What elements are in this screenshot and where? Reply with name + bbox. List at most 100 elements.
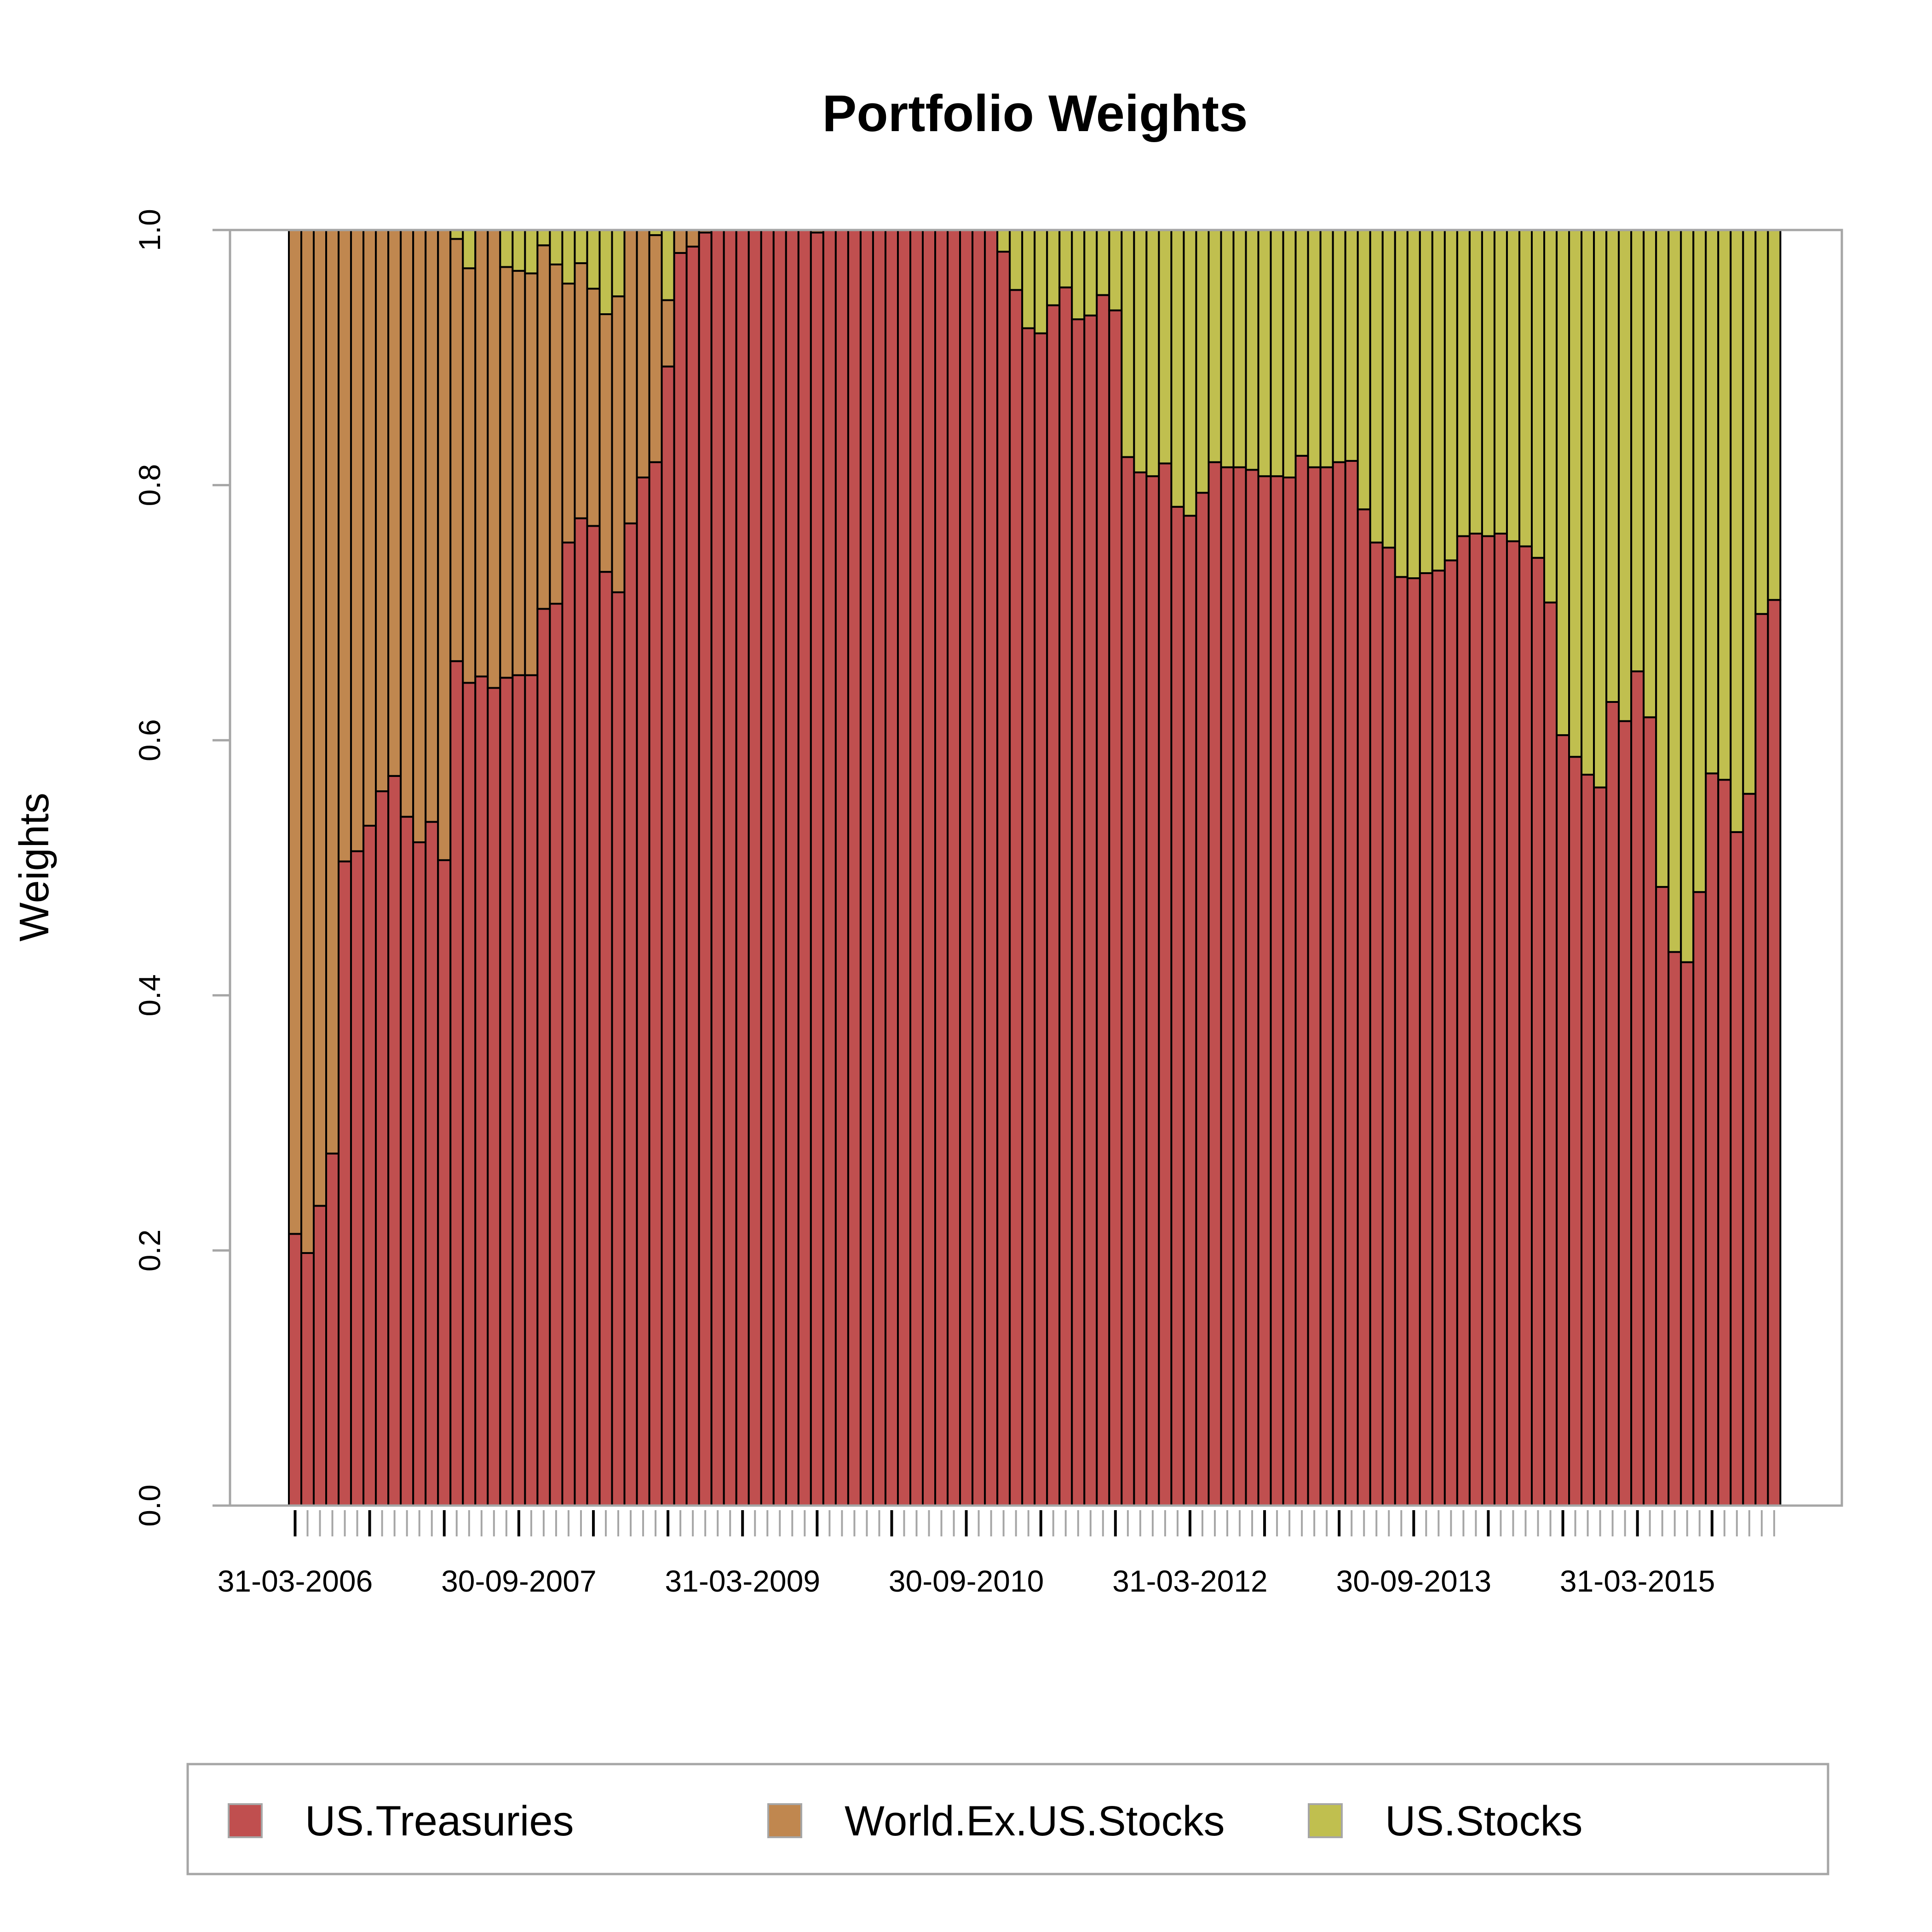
legend-label-us-treasuries: US.Treasuries: [305, 1798, 574, 1845]
bar-segment-us-stocks: [1208, 229, 1222, 463]
bar-segment-world-ex-us-stocks: [387, 229, 402, 777]
bar-segment-us-treasuries: [785, 229, 799, 1506]
bar-segment-world-ex-us-stocks: [449, 238, 464, 662]
bar-segment-us-stocks: [1767, 229, 1782, 601]
bar-segment-us-treasuries: [772, 229, 787, 1506]
x-axis: 31-03-2006 30-09-2007 31-03-2009 30-09-2010…: [218, 1510, 1775, 1598]
bar-segment-us-treasuries: [797, 229, 812, 1506]
bar-segment-us-treasuries: [1531, 557, 1546, 1507]
bar-segment-us-stocks: [1009, 229, 1024, 291]
bar-segment-us-treasuries: [512, 674, 526, 1506]
bar-segment-us-treasuries: [499, 677, 514, 1506]
bar-segment-world-ex-us-stocks: [362, 229, 377, 827]
x-tick-label: 31-03-2009: [665, 1564, 820, 1598]
bar-segment-us-treasuries: [673, 252, 688, 1506]
bar-segment-us-treasuries: [1443, 559, 1458, 1506]
bar-segment-us-stocks: [1643, 229, 1657, 719]
bar-segment-us-stocks: [499, 229, 514, 268]
bar-segment-us-treasuries: [710, 229, 725, 1506]
bar-segment-us-stocks: [1357, 229, 1371, 511]
bar-segment-us-treasuries: [462, 682, 477, 1506]
bar-segment-us-stocks: [1257, 229, 1272, 477]
bar-segment-us-treasuries: [375, 790, 390, 1506]
bar-segment-us-treasuries: [362, 824, 377, 1506]
bar-segment-us-treasuries: [1257, 475, 1272, 1506]
bar-segment-us-treasuries: [1419, 572, 1433, 1506]
bar-segment-us-treasuries: [313, 1205, 328, 1506]
bar-segment-us-treasuries: [972, 229, 986, 1506]
bar-segment-us-treasuries: [1170, 506, 1185, 1506]
bar-segment-us-treasuries: [350, 850, 365, 1506]
y-tick-label: 0.6: [132, 719, 167, 761]
bar-segment-world-ex-us-stocks: [375, 229, 390, 793]
bar-segment-us-stocks: [1630, 229, 1645, 673]
bar-segment-us-treasuries: [1021, 327, 1036, 1506]
bar-segment-us-treasuries: [1158, 462, 1173, 1506]
bar-segment-us-stocks: [1518, 229, 1533, 547]
bar-segment-world-ex-us-stocks: [536, 244, 551, 610]
bar-segment-us-treasuries: [425, 821, 439, 1506]
bar-segment-us-stocks: [1692, 229, 1707, 893]
bar-segment-us-treasuries: [1643, 716, 1657, 1506]
bar-segment-us-treasuries: [325, 1152, 340, 1507]
bar-segment-us-treasuries: [1195, 492, 1210, 1506]
bar-segment-us-stocks: [1096, 229, 1110, 296]
bar-segment-us-stocks: [996, 229, 1011, 253]
bar-segment-us-treasuries: [524, 674, 539, 1506]
bar-segment-us-treasuries: [1506, 540, 1520, 1506]
bar-segment-us-stocks: [1046, 229, 1061, 306]
x-tick-label: 30-09-2010: [889, 1564, 1044, 1598]
bar-segment-us-treasuries: [897, 229, 911, 1506]
bar-segment-us-stocks: [1568, 229, 1583, 758]
bar-segment-us-treasuries: [1406, 577, 1421, 1506]
bar-segment-world-ex-us-stocks: [462, 267, 477, 684]
bar-segment-us-treasuries: [474, 675, 489, 1506]
bar-segment-world-ex-us-stocks: [412, 229, 427, 844]
bar-segment-us-treasuries: [1344, 460, 1359, 1506]
bar-segment-us-treasuries: [1767, 599, 1782, 1506]
bar-segment-us-treasuries: [698, 231, 713, 1507]
bar-segment-us-treasuries: [872, 229, 886, 1506]
bar-segment-us-stocks: [1742, 229, 1757, 795]
bar-segment-world-ex-us-stocks: [499, 266, 514, 679]
bar-segment-us-stocks: [1468, 229, 1483, 535]
bar-segment-us-treasuries: [723, 229, 737, 1506]
bar-segment-us-treasuries: [834, 229, 849, 1506]
bar-segment-world-ex-us-stocks: [512, 270, 526, 676]
bar-segment-us-stocks: [462, 229, 477, 270]
bar-segment-us-treasuries: [1730, 831, 1744, 1506]
bar-segment-world-ex-us-stocks: [313, 229, 328, 1207]
bar-segment-us-stocks: [1108, 229, 1123, 311]
bar-segment-us-treasuries: [748, 229, 762, 1506]
chart-title: Portfolio Weights: [822, 85, 1248, 142]
bar-segment-us-treasuries: [1742, 793, 1757, 1506]
bar-segment-us-stocks: [1344, 229, 1359, 462]
bar-segment-us-stocks: [1058, 229, 1073, 288]
bar-segment-world-ex-us-stocks: [611, 295, 626, 593]
bar-segment-us-treasuries: [1493, 532, 1508, 1506]
bar-segment-us-stocks: [1668, 229, 1682, 953]
bar-segment-world-ex-us-stocks: [437, 229, 452, 861]
bar-segment-us-stocks: [1332, 229, 1346, 463]
bar-segment-us-stocks: [598, 229, 613, 316]
bar-segment-us-treasuries: [1245, 469, 1259, 1506]
bar-segment-us-stocks: [1071, 229, 1086, 321]
bar-segment-us-treasuries: [1705, 772, 1719, 1506]
bar-segment-world-ex-us-stocks: [400, 229, 414, 818]
bar-segment-us-stocks: [561, 229, 576, 285]
bar-segment-world-ex-us-stocks: [685, 229, 700, 248]
bar-segment-us-treasuries: [1668, 951, 1682, 1507]
bar-segment-us-stocks: [1145, 229, 1160, 477]
bar-segment-us-stocks: [586, 229, 601, 290]
bar-segment-us-stocks: [1406, 229, 1421, 580]
bar-segment-world-ex-us-stocks: [586, 288, 601, 527]
bar-segment-us-stocks: [1506, 229, 1520, 542]
bar-segment-us-stocks: [1531, 229, 1546, 559]
legend-label-us-stocks: US.Stocks: [1385, 1798, 1582, 1845]
bar-segment-us-treasuries: [636, 476, 650, 1507]
y-axis: 0.0 0.2 0.4 0.6 0.8 1.0: [132, 209, 231, 1527]
bar-segment-us-stocks: [1618, 229, 1633, 722]
y-tick-label: 0.2: [132, 1230, 167, 1272]
bar-segment-us-treasuries: [1655, 886, 1670, 1506]
bar-segment-us-treasuries: [1332, 461, 1346, 1506]
